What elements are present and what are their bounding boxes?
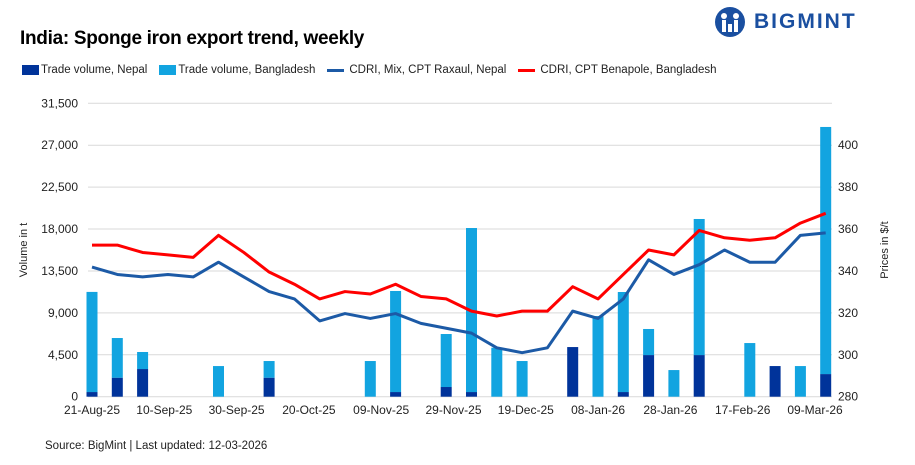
bar-bangladesh [137, 351, 149, 370]
legend-label: Trade volume, Nepal [41, 64, 148, 76]
legend-item-benapole-price: CDRI, CPT Benapole, Bangladesh [518, 64, 717, 76]
source-note: Source: BigMint | Last updated: 12-03-20… [45, 440, 268, 452]
y-left-tick-label: 22,500 [41, 180, 78, 194]
bar-bangladesh [744, 343, 756, 397]
bar-nepal [440, 387, 452, 397]
x-tick-label: 10-Sep-25 [136, 403, 192, 417]
x-tick-label: 30-Sep-25 [209, 403, 265, 417]
legend: Trade volume, Nepal Trade volume, Bangla… [22, 64, 729, 76]
y-left-tick-label: 4,500 [48, 348, 78, 362]
y-right-tick-label: 320 [838, 306, 858, 320]
brand-name: BIGMINT [754, 10, 857, 33]
bar-bangladesh [263, 361, 275, 378]
bar-nepal [466, 392, 477, 397]
bar-bangladesh [668, 370, 680, 397]
bar-bangladesh [440, 334, 452, 388]
bar-nepal [86, 392, 98, 397]
bar-bangladesh [794, 366, 806, 397]
bar-bangladesh [86, 291, 98, 393]
legend-label: Trade volume, Bangladesh [178, 64, 316, 76]
bar-nepal [390, 392, 402, 397]
bar-bangladesh [390, 290, 402, 393]
x-tick-label: 20-Oct-25 [282, 403, 336, 417]
bar-nepal [111, 377, 123, 397]
line-raxaul-price [91, 231, 826, 355]
x-tick-label: 08-Jan-26 [571, 403, 625, 417]
legend-label: CDRI, CPT Benapole, Bangladesh [540, 64, 717, 76]
legend-item-bangladesh-volume: Trade volume, Bangladesh [159, 64, 315, 76]
y-left-tick-label: 0 [71, 390, 78, 404]
x-tick-label: 09-Nov-25 [353, 403, 409, 417]
legend-swatch [159, 65, 177, 75]
x-tick-label: 29-Nov-25 [425, 403, 481, 417]
bar-nepal [643, 355, 655, 397]
bar-nepal [567, 347, 579, 397]
y-right-tick-label: 380 [838, 180, 858, 194]
bar-nepal [617, 392, 629, 397]
y-left-tick-label: 31,500 [41, 96, 78, 110]
x-tick-label: 28-Jan-26 [643, 403, 697, 417]
legend-item-raxaul-price: CDRI, Mix, CPT Raxaul, Nepal [327, 64, 506, 76]
bar-bangladesh [516, 361, 528, 397]
bar-nepal [693, 355, 705, 397]
legend-swatch [327, 68, 345, 72]
y-right-tick-label: 280 [838, 390, 858, 404]
legend-item-nepal-volume: Trade volume, Nepal [22, 64, 147, 76]
logo-icon [715, 7, 745, 37]
bar-bangladesh [617, 292, 629, 393]
bar-nepal [263, 377, 275, 397]
legend-swatch [22, 65, 39, 75]
bar-bangladesh [111, 338, 123, 378]
y-left-tick-label: 9,000 [48, 306, 78, 320]
y-right-axis-title: Prices in $/t [879, 221, 891, 278]
y-left-tick-label: 13,500 [41, 264, 78, 278]
bar-bangladesh [213, 366, 224, 397]
line-benapole-price [92, 211, 827, 318]
x-tick-label: 19-Dec-25 [498, 403, 554, 417]
x-tick-label: 09-Mar-26 [787, 403, 843, 417]
legend-swatch [518, 68, 536, 72]
legend-label: CDRI, Mix, CPT Raxaul, Nepal [349, 64, 507, 76]
chart-title: India: Sponge iron export trend, weekly [20, 28, 365, 49]
x-tick-label: 17-Feb-26 [715, 403, 771, 417]
bar-bangladesh [364, 361, 376, 397]
y-right-tick-label: 400 [838, 138, 858, 152]
x-tick-label: 21-Aug-25 [64, 403, 120, 417]
bar-bangladesh [693, 218, 705, 356]
y-left-tick-label: 27,000 [41, 138, 78, 152]
bar-nepal [820, 374, 832, 397]
bigmint-logo: BIGMINT [712, 6, 857, 38]
y-right-tick-label: 360 [838, 222, 858, 236]
y-left-tick-label: 18,000 [41, 222, 78, 236]
bar-bangladesh [820, 126, 832, 375]
y-left-axis-title: Volume in t [18, 223, 30, 277]
y-right-tick-label: 340 [838, 264, 858, 278]
bar-bangladesh [643, 328, 655, 356]
bar-bangladesh [592, 316, 604, 397]
bar-bangladesh [491, 347, 503, 397]
y-right-tick-label: 300 [838, 348, 858, 362]
bar-nepal [137, 369, 149, 397]
bar-nepal [769, 366, 781, 397]
